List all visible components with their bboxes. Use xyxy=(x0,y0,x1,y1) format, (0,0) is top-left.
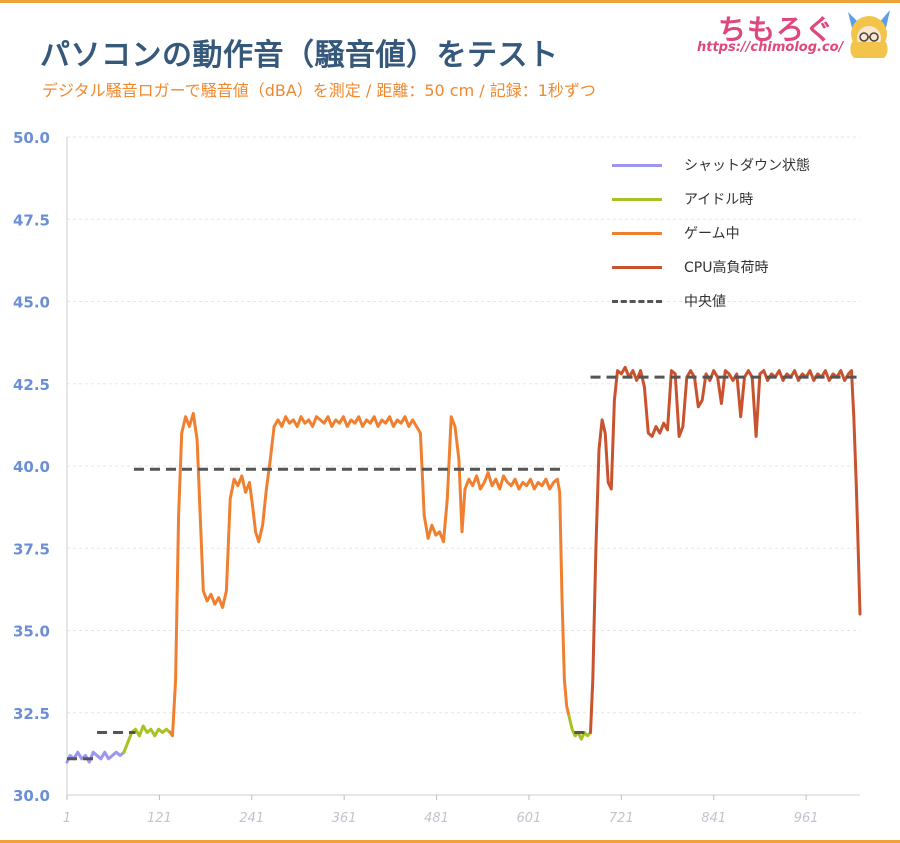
legend-item-idle: アイドル時 xyxy=(612,187,753,211)
y-tick-label: 40.0 xyxy=(13,458,50,476)
legend-label-gaming: ゲーム中 xyxy=(684,226,740,242)
legend-label-shutdown: シャットダウン状態 xyxy=(684,158,810,174)
legend-label-cpu-load: CPU高負荷時 xyxy=(684,260,769,276)
grid-lines xyxy=(67,136,860,796)
series-lines xyxy=(65,365,862,764)
legend-label-median: 中央値 xyxy=(684,294,726,310)
y-tick-label: 45.0 xyxy=(13,294,50,312)
legend-swatch-median xyxy=(612,299,662,303)
x-tick-label: 721 xyxy=(609,811,634,826)
legend-item-shutdown: シャットダウン状態 xyxy=(612,153,810,177)
x-tick-label: 601 xyxy=(517,811,542,826)
legend-swatch-cpu-load xyxy=(612,265,662,269)
legend-swatch-gaming xyxy=(612,231,662,235)
series-line-gaming xyxy=(168,411,571,738)
legend-item-median: 中央値 xyxy=(612,289,726,313)
y-tick-label: 42.5 xyxy=(13,376,50,394)
x-tick-label: 241 xyxy=(239,811,264,826)
x-tick-label: 1 xyxy=(63,811,71,826)
y-tick-label: 50.0 xyxy=(13,129,50,147)
x-tick-label: 121 xyxy=(147,811,172,826)
brand-logo-text: ちもろぐ xyxy=(718,13,835,46)
x-tick-label: 961 xyxy=(794,811,819,826)
series-line-idle xyxy=(567,714,592,741)
series-line-cpu_load xyxy=(589,365,862,734)
y-tick-label: 47.5 xyxy=(13,211,50,229)
y-tick-label: 37.5 xyxy=(13,540,50,558)
mascot-icon xyxy=(848,10,890,58)
y-tick-label: 35.0 xyxy=(13,623,50,641)
legend-item-cpu-load: CPU高負荷時 xyxy=(612,255,768,279)
brand-url: https://chimolog.co/ xyxy=(697,40,844,55)
y-tick-label: 30.0 xyxy=(13,787,50,805)
x-tick-label: 841 xyxy=(701,811,726,826)
y-tick-label: 32.5 xyxy=(13,705,50,723)
legend-swatch-idle xyxy=(612,197,662,201)
x-tick-label: 361 xyxy=(332,811,357,826)
x-tick-label: 481 xyxy=(424,811,449,826)
axes: 30.0 32.5 35.0 37.5 40.0 42.5 45.0 47.5 50.0 1 121… xyxy=(13,129,860,826)
series-line-shutdown xyxy=(65,750,126,764)
legend-item-gaming: ゲーム中 xyxy=(612,221,740,245)
page-title: パソコンの動作音（騒音値）をテスト xyxy=(40,38,559,73)
legend-label-idle: アイドル時 xyxy=(684,192,754,208)
series-line-idle xyxy=(122,724,172,754)
legend-swatch-shutdown xyxy=(612,163,662,167)
page-subtitle: デジタル騒音ロガーで騒音値（dBA）を測定 / 距離：50 cm / 記録：1秒… xyxy=(42,81,596,100)
